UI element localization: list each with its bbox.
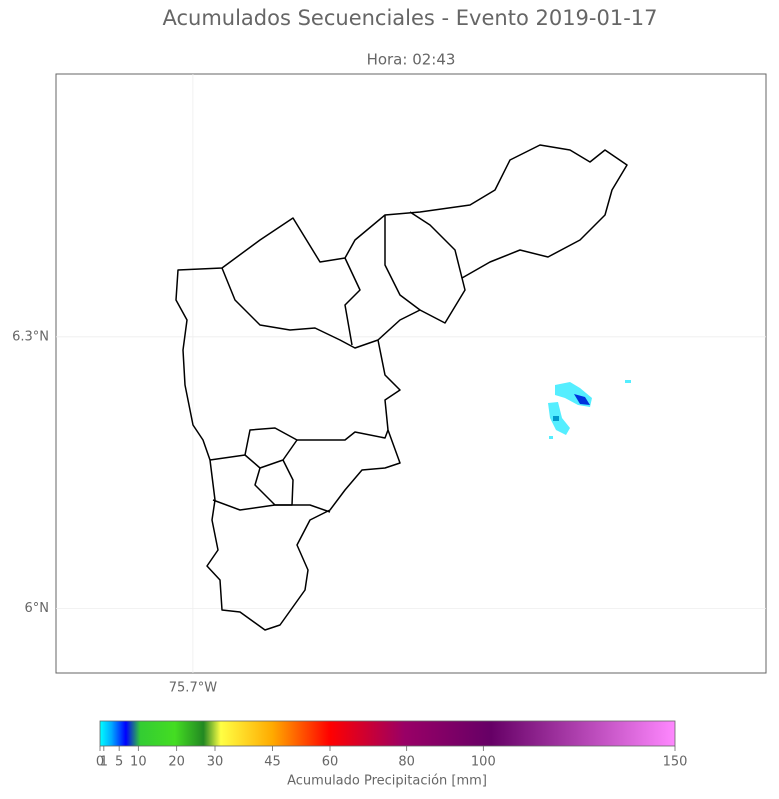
precip-cell — [574, 394, 590, 405]
colorbar-tick-label: 150 — [663, 755, 688, 770]
map-frame — [55, 73, 767, 674]
precip-cell — [549, 436, 553, 439]
colorbar-tick-label: 5 — [115, 755, 123, 770]
precip-cell — [625, 380, 631, 383]
inner-border — [344, 257, 361, 346]
colorbar-tick-label: 100 — [471, 755, 496, 770]
region-outline — [175, 144, 628, 631]
lat-tick-label: 6.3°N — [12, 329, 49, 344]
colorbar-tick-label: 20 — [168, 755, 185, 770]
inner-border — [212, 499, 331, 513]
colorbar-tick-label: 0 — [96, 755, 104, 770]
title: Acumulados Secuenciales - Evento 2019-01… — [162, 6, 657, 30]
colorbar-tick-label: 30 — [207, 755, 224, 770]
colorbar-label: Acumulado Precipitación [mm] — [287, 774, 487, 789]
inner-border — [221, 267, 379, 349]
colorbar-tick-label: 60 — [322, 755, 339, 770]
colorbar — [99, 720, 676, 747]
lon-tick-label: 75.7°W — [169, 681, 217, 696]
inner-border — [244, 439, 298, 469]
colorbar-tick-label: 1 — [100, 755, 108, 770]
subtitle: Hora: 02:43 — [367, 51, 456, 69]
graticule — [56, 74, 766, 673]
municipality-borders — [175, 144, 628, 631]
inner-border — [384, 215, 421, 311]
colorbar-tick-label: 80 — [398, 755, 415, 770]
colorbar-ticks: 01 5 10 20 30 45 60 80 100 150 — [96, 746, 688, 770]
lat-tick-label: 6°N — [25, 601, 50, 616]
map-axes: 6.3°N 6°N 75.7°W — [12, 329, 217, 695]
colorbar-tick-label: 45 — [264, 755, 281, 770]
precip-cell — [553, 416, 559, 421]
colorbar-tick-label: 10 — [130, 755, 147, 770]
precipitation-cells — [548, 380, 631, 439]
inner-border — [409, 211, 463, 279]
